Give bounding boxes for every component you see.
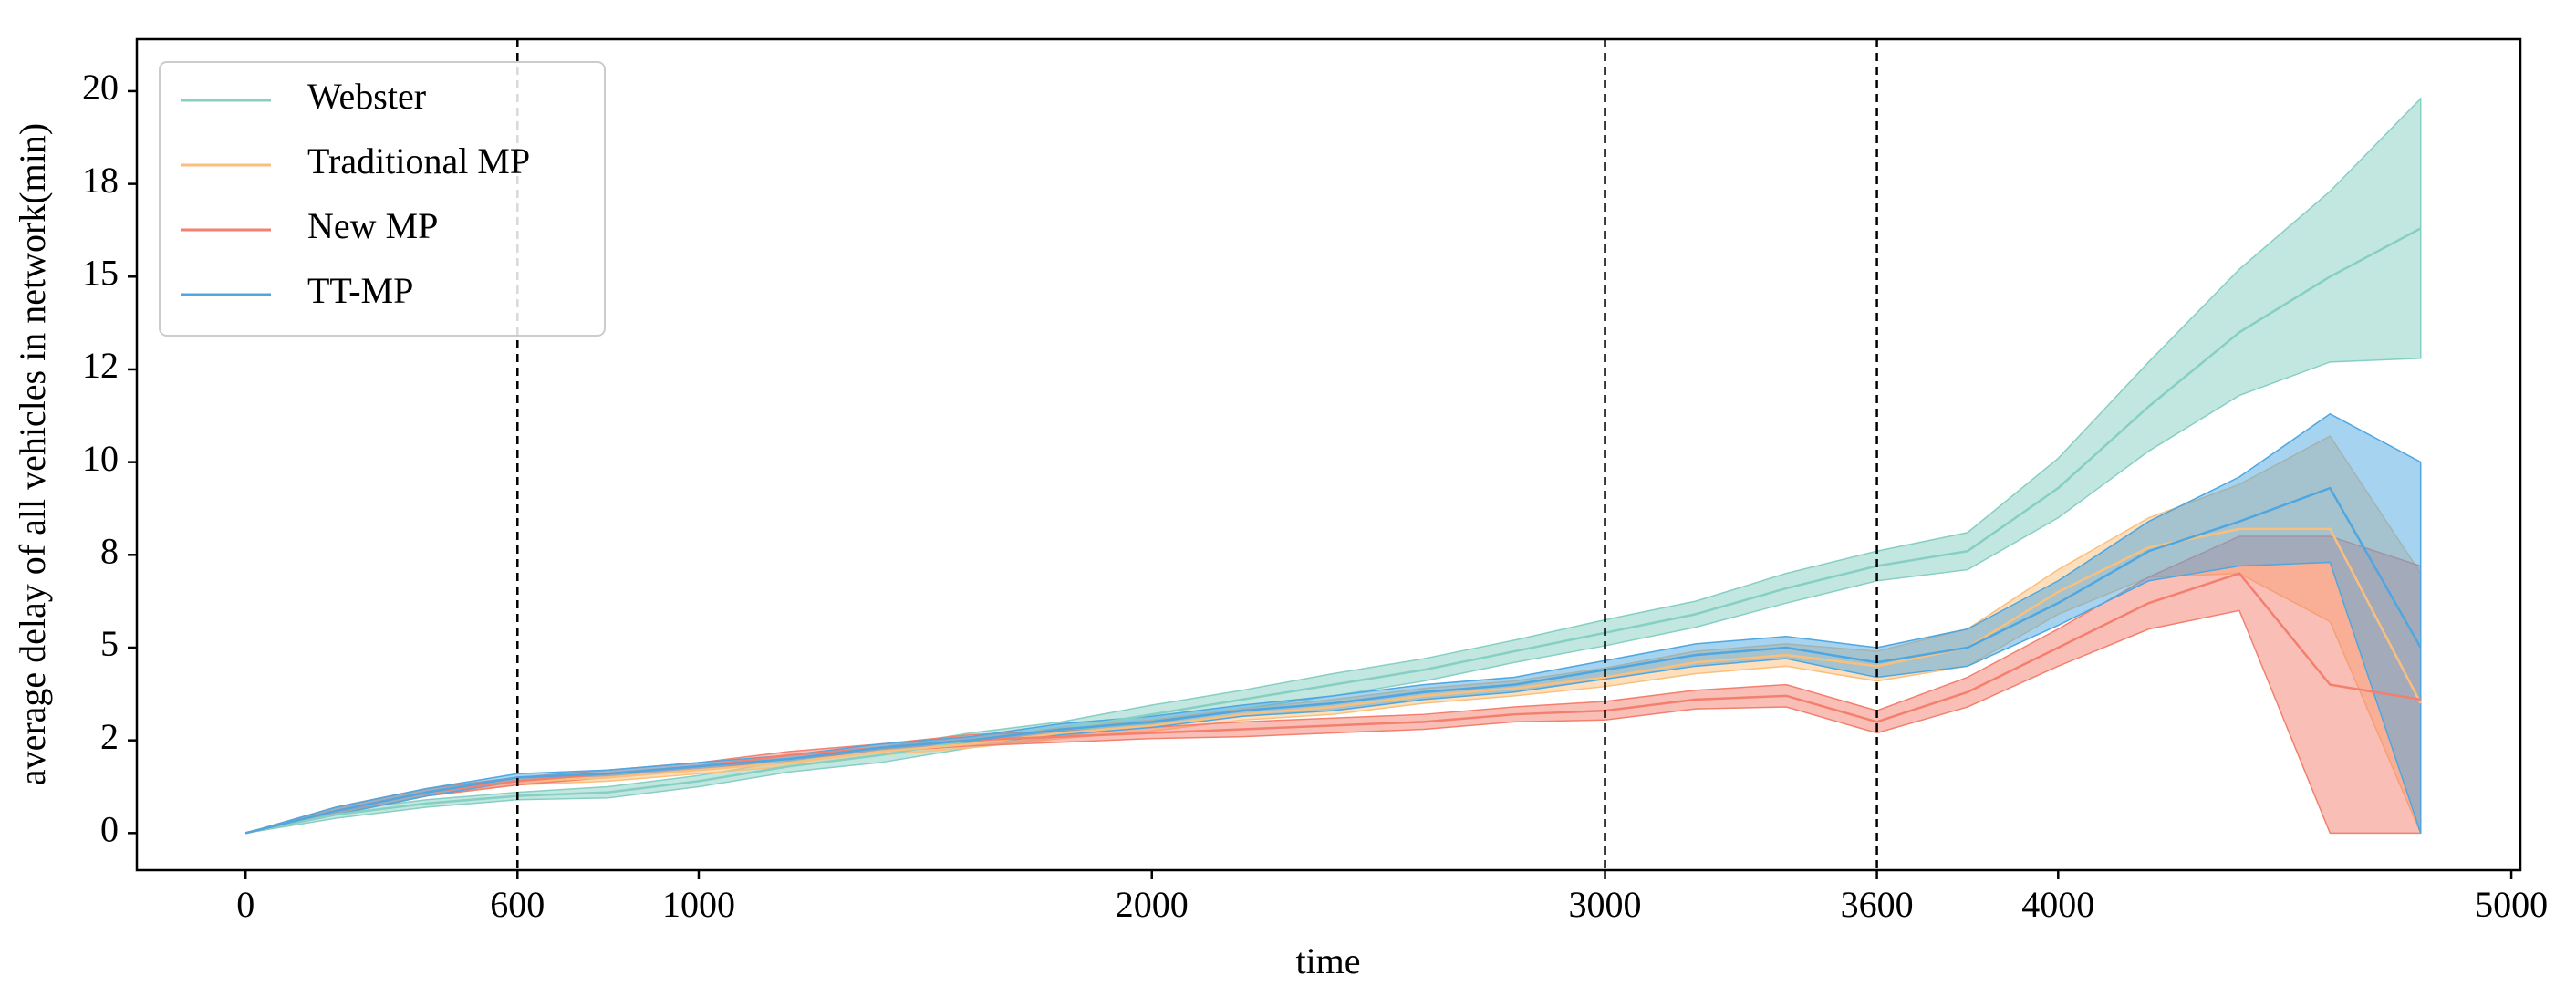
y-axis-label: average delay of all vehicles in network… — [12, 123, 53, 785]
axes-frame — [135, 37, 2522, 872]
y-tick-label: 15 — [82, 252, 119, 293]
y-tick-label: 18 — [82, 160, 119, 201]
x-tick-label: 3000 — [1569, 884, 1642, 925]
y-tick-label: 20 — [82, 67, 119, 108]
y-tick-label: 0 — [100, 809, 119, 850]
x-tick-label: 600 — [490, 884, 545, 925]
legend-label: Webster — [307, 76, 426, 117]
legend-label: New MP — [307, 205, 438, 246]
series-line — [244, 227, 2422, 835]
legend-label: Traditional MP — [307, 140, 530, 182]
y-tick-label: 10 — [82, 438, 119, 479]
legend-label: TT-MP — [307, 270, 413, 311]
y-tick-label: 12 — [82, 345, 119, 386]
series-line — [244, 527, 2422, 835]
y-tick-label: 8 — [100, 530, 119, 571]
x-tick-label: 4000 — [2021, 884, 2094, 925]
x-tick-label: 1000 — [662, 884, 735, 925]
series-line — [244, 486, 2422, 835]
x-axis-label: time — [1295, 940, 1360, 981]
x-tick-label: 2000 — [1116, 884, 1189, 925]
y-tick-label: 2 — [100, 716, 119, 757]
plot-area — [244, 97, 2422, 835]
x-tick-label: 3600 — [1841, 884, 1914, 925]
y-tick-label: 5 — [100, 623, 119, 664]
x-tick-label: 0 — [236, 884, 254, 925]
x-tick-label: 5000 — [2475, 884, 2548, 925]
legend-box — [159, 61, 606, 337]
